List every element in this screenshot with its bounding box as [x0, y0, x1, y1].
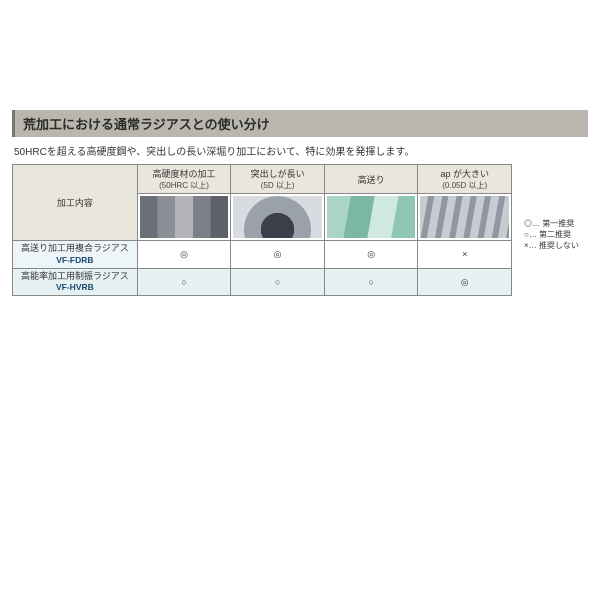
- legend-line-1: ◎… 第一推奨: [524, 218, 579, 229]
- col-label: 突出しが長い: [233, 167, 322, 180]
- col-sub: (0.05D 以上): [420, 180, 509, 191]
- legend-line-2: ○… 第二推奨: [524, 229, 579, 240]
- cell-mark: ○: [231, 268, 325, 296]
- legend-line-3: ×… 推奨しない: [524, 240, 579, 251]
- cell-mark: ×: [418, 241, 512, 269]
- row-desc: 高能率加工用制振ラジアス: [15, 271, 135, 283]
- tool-image-icon: [420, 196, 509, 238]
- col-image-2: [231, 194, 325, 241]
- table-row: 高送り加工用複合ラジアス VF-FDRB ◎ ◎ ◎ ×: [13, 241, 512, 269]
- header-row: 加工内容 高硬度材の加工 (50HRC 以上) 突出しが長い (5D 以上) 高…: [13, 165, 512, 194]
- row-desc: 高送り加工用複合ラジアス: [15, 243, 135, 255]
- col-sub: (50HRC 以上): [140, 180, 229, 191]
- section-title: 荒加工における通常ラジアスとの使い分け: [12, 110, 588, 137]
- comparison-table: 加工内容 高硬度材の加工 (50HRC 以上) 突出しが長い (5D 以上) 高…: [12, 164, 512, 296]
- tool-image-icon: [233, 196, 322, 238]
- col-label: 高硬度材の加工: [140, 167, 229, 180]
- tool-image-icon: [140, 196, 229, 238]
- col-header-2: 突出しが長い (5D 以上): [231, 165, 325, 194]
- row-label-2: 高能率加工用制振ラジアス VF-HVRB: [13, 268, 138, 296]
- cell-mark: ○: [324, 268, 418, 296]
- cell-mark: ◎: [324, 241, 418, 269]
- legend: ◎… 第一推奨 ○… 第二推奨 ×… 推奨しない: [524, 218, 579, 252]
- col-sub: (5D 以上): [233, 180, 322, 191]
- col-image-3: [324, 194, 418, 241]
- col-header-4: ap が大きい (0.05D 以上): [418, 165, 512, 194]
- section-subtitle: 50HRCを超える高硬度鋼や、突出しの長い深堀り加工において、特に効果を発揮しま…: [12, 143, 588, 158]
- page: 荒加工における通常ラジアスとの使い分け 50HRCを超える高硬度鋼や、突出しの長…: [0, 0, 600, 306]
- table-row: 高能率加工用制振ラジアス VF-HVRB ○ ○ ○ ◎: [13, 268, 512, 296]
- col-label: 高送り: [327, 173, 416, 186]
- row-code: VF-HVRB: [15, 282, 135, 293]
- col-header-1: 高硬度材の加工 (50HRC 以上): [137, 165, 231, 194]
- col-image-1: [137, 194, 231, 241]
- row-code: VF-FDRB: [15, 255, 135, 266]
- row-header-label: 加工内容: [13, 165, 138, 241]
- col-header-3: 高送り: [324, 165, 418, 194]
- col-label: ap が大きい: [420, 167, 509, 180]
- cell-mark: ◎: [231, 241, 325, 269]
- col-image-4: [418, 194, 512, 241]
- tool-image-icon: [327, 196, 416, 238]
- cell-mark: ◎: [418, 268, 512, 296]
- cell-mark: ○: [137, 268, 231, 296]
- cell-mark: ◎: [137, 241, 231, 269]
- row-label-1: 高送り加工用複合ラジアス VF-FDRB: [13, 241, 138, 269]
